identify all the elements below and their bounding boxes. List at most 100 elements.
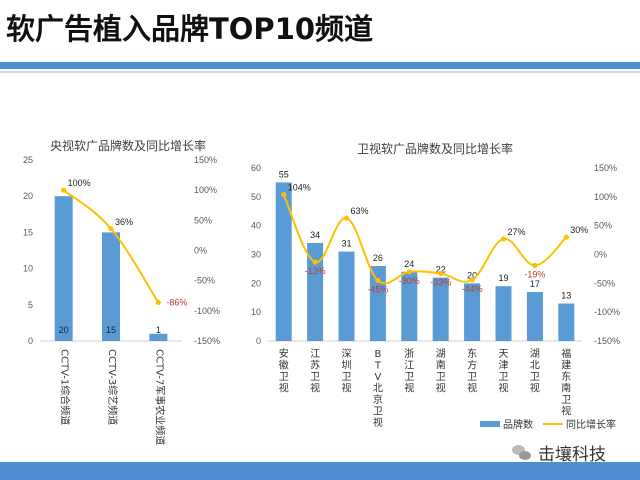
y-right-tick-label: 100% [194, 185, 217, 195]
y-right-tick-label: 100% [594, 192, 617, 202]
y-left-tick-label: 5 [28, 300, 33, 310]
x-category-label: 东方卫视 [467, 347, 477, 395]
y-right-tick-label: 50% [594, 221, 612, 231]
bar [464, 283, 481, 341]
bar-value-label: 55 [279, 169, 289, 179]
y-left-tick-label: 20 [23, 191, 33, 201]
y-left-tick-label: 15 [23, 227, 33, 237]
line-value-label: 30% [570, 225, 588, 235]
bar-value-label: 31 [341, 239, 351, 249]
y-right-tick-label: -50% [594, 278, 615, 288]
y-left-tick-label: 40 [251, 221, 261, 231]
x-category-label: 湖南卫视 [436, 348, 446, 395]
x-category-label: 福建东南卫视 [561, 347, 571, 418]
bar [307, 242, 324, 341]
page-title: 软广告植入品牌TOP10频道 [6, 12, 374, 46]
line-value-label: -86% [166, 297, 187, 307]
line-point [406, 269, 412, 275]
line-point [532, 262, 538, 269]
x-category-label: 湖北卫视 [530, 348, 540, 395]
x-category-label: CCTV-3综艺频道 [106, 349, 119, 425]
y-left-tick-label: 50 [251, 192, 261, 202]
bar-value-label: 1 [156, 325, 161, 335]
legend-item-line: 同比增长率 [543, 416, 616, 431]
bar [338, 251, 355, 341]
x-category-label: 安徽卫视 [279, 347, 289, 395]
line-point [108, 226, 114, 232]
y-right-tick-label: -50% [194, 276, 215, 286]
line-value-label: 36% [115, 217, 133, 227]
line-value-label: -45% [367, 284, 388, 294]
chart-legend: 品牌数 同比增长率 [480, 416, 616, 431]
bar [149, 333, 168, 341]
y-right-tick-label: -100% [594, 307, 620, 317]
x-category-label: 浙江卫视 [404, 348, 414, 395]
line-point [375, 277, 381, 284]
bar [526, 291, 543, 341]
bar-value-label: 26 [373, 253, 383, 263]
wechat-icon [512, 444, 532, 461]
y-right-tick-label: -150% [594, 336, 620, 346]
legend-item-bars: 品牌数 [480, 416, 533, 431]
y-left-tick-label: 60 [251, 163, 261, 173]
line-point [469, 277, 475, 283]
line-point [343, 215, 350, 221]
line-value-label: 27% [508, 227, 526, 237]
bar-value-label: 20 [467, 270, 477, 280]
bar [54, 196, 73, 341]
bar [401, 271, 418, 341]
bar-value-label: 24 [404, 259, 414, 269]
y-left-tick-label: 10 [251, 307, 261, 317]
x-category-label: 天津卫视 [499, 349, 509, 395]
x-category-label: CCTV-1综合频道 [59, 349, 72, 425]
line-value-label: -19% [524, 269, 545, 279]
legend-label-line: 同比增长率 [566, 420, 616, 431]
line-value-label: -44% [462, 284, 483, 294]
bar-value-label: 20 [59, 325, 69, 335]
legend-bar-swatch [480, 420, 500, 427]
y-left-tick-label: 30 [251, 250, 261, 260]
footer-bar [0, 462, 640, 480]
x-category-label: CCTV-7军事农业频道 [153, 349, 166, 445]
bar [558, 303, 575, 341]
x-category-label: B T V 北京卫视 [373, 349, 383, 429]
line-point [438, 270, 444, 277]
line-value-label: 100% [68, 178, 91, 188]
bar-value-label: 34 [310, 230, 320, 240]
y-right-tick-label: 0% [594, 250, 607, 260]
line-value-label: -30% [399, 276, 420, 286]
bar-value-label: 22 [436, 265, 446, 275]
x-category-label: 江苏卫视 [310, 348, 320, 395]
line-value-label: -33% [430, 278, 451, 288]
bar [495, 286, 512, 341]
bar [432, 277, 449, 341]
line-point [312, 259, 318, 265]
y-right-tick-label: 150% [194, 155, 217, 165]
y-right-tick-label: -150% [194, 336, 220, 346]
bar-value-label: 17 [530, 279, 540, 289]
y-right-tick-label: 0% [194, 246, 207, 256]
y-right-tick-label: 150% [594, 163, 617, 173]
legend-label-bars: 品牌数 [503, 420, 533, 431]
line-value-label: 63% [351, 206, 369, 216]
line-point [155, 299, 161, 305]
bar [369, 266, 386, 341]
y-right-tick-label: -100% [194, 306, 220, 316]
header-divider [0, 62, 640, 69]
growth-rate-line [282, 194, 568, 285]
y-right-tick-label: 50% [194, 215, 212, 225]
line-point [563, 234, 569, 240]
y-left-tick-label: 10 [23, 264, 33, 274]
line-point [281, 191, 287, 198]
y-left-tick-label: 0 [256, 336, 261, 346]
chart-title: 央视软广品牌数及同比增长率 [50, 138, 206, 153]
y-left-tick-label: 0 [28, 336, 33, 346]
bar-value-label: 13 [561, 291, 571, 301]
line-point [61, 187, 67, 193]
bar [275, 182, 292, 341]
bar [102, 232, 120, 341]
bar-value-label: 19 [498, 273, 508, 283]
brand-footer: 击壤科技 [512, 440, 606, 465]
y-left-tick-label: 25 [23, 155, 33, 165]
